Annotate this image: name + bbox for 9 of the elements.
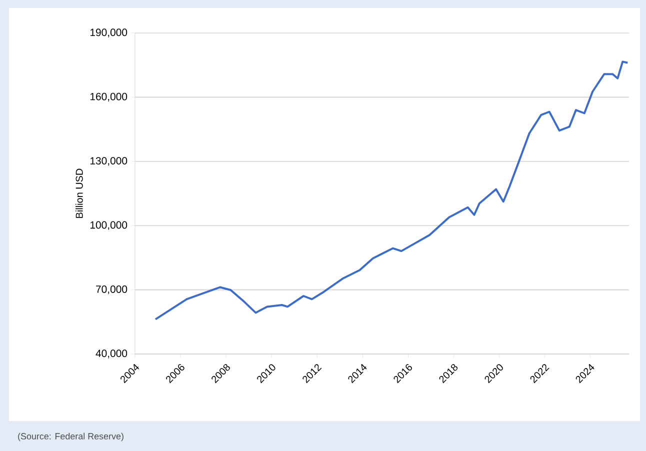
- y-tick-label: 70,000: [96, 285, 128, 294]
- y-tick-label: 190,000: [90, 28, 128, 38]
- y-tick-label: 100,000: [90, 221, 128, 230]
- text: (Source: Federal Reserve): [18, 432, 124, 442]
- y-axis-title: Billion USD: [76, 168, 83, 218]
- y-tick-label: 130,000: [90, 157, 128, 166]
- line-series: [154, 60, 629, 320]
- y-tick-label: 40,000: [96, 350, 128, 358]
- y-tick-label: 160,000: [90, 92, 128, 102]
